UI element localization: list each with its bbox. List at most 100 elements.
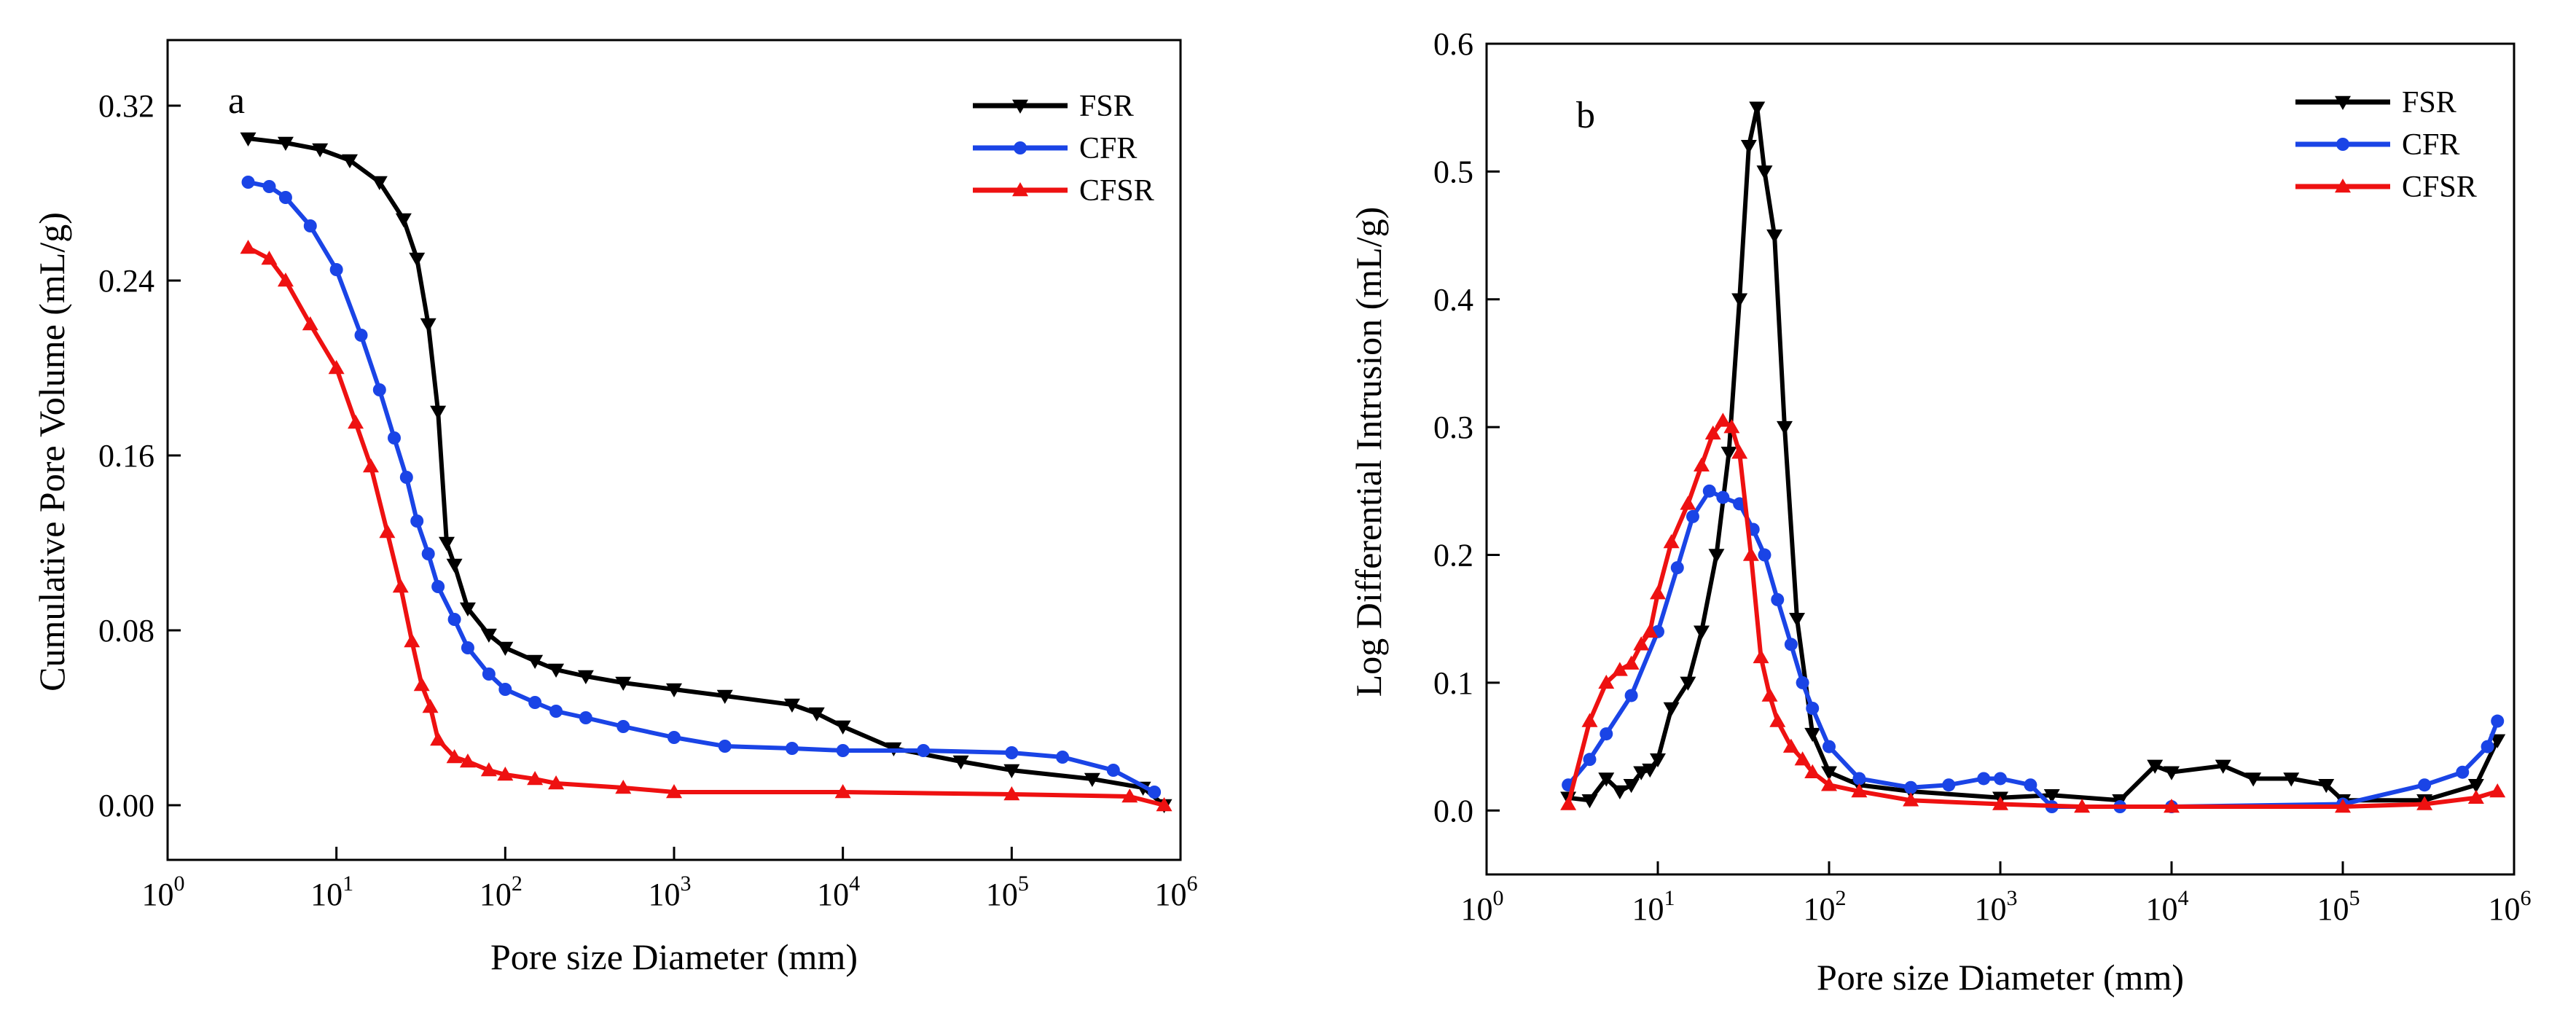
panel-b-cfsr-point	[2074, 799, 2091, 813]
panel-b-fsr-point	[2147, 759, 2164, 774]
panel-b-fsr-point	[1789, 612, 1806, 627]
panel-a-cfr-point	[399, 471, 413, 484]
panel-a-cfsr-point	[392, 579, 409, 593]
panel-a-fsr-point	[395, 213, 412, 227]
panel-a-cfr-point	[410, 514, 424, 528]
panel-a-x-tick-label: 100	[142, 872, 185, 912]
panel-b-x-ticks: 100 101 102 103 104 105 106	[1461, 861, 2532, 927]
panel-a-cfsr-point	[497, 767, 514, 781]
panel-b-fsr-point	[1693, 625, 1710, 640]
panel-a-fsr-point	[783, 698, 800, 713]
panel-b-fsr-point	[2245, 772, 2262, 787]
panel-b-fsr-point	[2489, 734, 2506, 748]
panel-a-cfr-point	[387, 431, 401, 445]
panel-a-cfr-point	[372, 383, 386, 396]
panel-a-cfsr-point	[446, 749, 463, 764]
panel-b-cfsr-point	[1742, 547, 1759, 561]
panel-b-y-tick-label: 0.2	[1433, 538, 1473, 573]
panel-b-cfr-point	[1670, 561, 1684, 575]
panel-a-cfsr-point	[480, 762, 497, 777]
x-tick-base: 10	[817, 877, 849, 912]
panel-b-x-tick-label: 106	[2489, 886, 2532, 927]
panel-b-cfsr-point	[2416, 796, 2433, 810]
x-tick-exponent: 6	[1187, 872, 1198, 896]
panel-a-cfsr-point	[413, 677, 430, 692]
panel-a-cfr-point	[241, 176, 255, 189]
panel-a-legend-cfr-marker	[1014, 141, 1027, 154]
panel-a-legend-cfr-label: CFR	[1079, 132, 1137, 165]
panel-b-legend-cfr-label: CFR	[2402, 128, 2459, 162]
panel-a-label: a	[228, 80, 245, 122]
panel-b-cfr-point	[2024, 778, 2037, 792]
panel-a-cfr-point	[836, 744, 850, 757]
panel-b-y-axis-title: Log Differential Intrusion (mL/g)	[1348, 207, 1389, 697]
panel-a-y-axis-title: Cumulative Pore Volume (mL/g)	[31, 212, 72, 692]
panel-b-legend-fsr-marker	[2335, 95, 2351, 110]
panel-a-cfr-point	[262, 180, 276, 193]
panel-b-cfsr-point	[1715, 412, 1731, 427]
panel-a-cfsr-point	[548, 775, 565, 790]
panel-b-fsr-point	[1720, 446, 1737, 461]
panel-b-cfr-point	[1600, 727, 1613, 741]
panel-a-y-tick-label: 0.08	[98, 613, 154, 649]
panel-a-cfsr-point	[430, 732, 447, 746]
panel-b-fsr-point	[1650, 753, 1666, 768]
panel-b-legend-fsr-label: FSR	[2402, 86, 2456, 120]
x-tick-exponent: 3	[681, 872, 692, 896]
panel-b-fsr-point	[1642, 763, 1659, 778]
panel-b-y-tick-label: 0.4	[1433, 282, 1473, 318]
panel-b-legend-cfr-marker	[2336, 138, 2349, 151]
panel-b-x-axis-title: Pore size Diameter (mm)	[1817, 957, 2184, 998]
x-tick-exponent: 6	[2521, 886, 2532, 910]
panel-b-cfsr-point	[1753, 649, 1769, 664]
panel-b-cfsr-point	[1723, 419, 1740, 434]
panel-b-y-tick-label: 0.3	[1433, 410, 1473, 445]
panel-b-fsr-point	[1776, 420, 1793, 436]
panel-a-fsr-point	[497, 641, 514, 656]
panel-a-cfsr-point	[422, 699, 439, 713]
panel-b-cfsr-point	[1642, 623, 1659, 638]
panel-b-cfsr-point	[1794, 751, 1811, 766]
panel-b-fsr-point	[2164, 766, 2180, 780]
panel-b-cfr-point	[1583, 753, 1597, 767]
panel-b-cfsr-point	[1693, 457, 1710, 472]
panel-b-cfsr-point	[1560, 796, 1577, 810]
panel-a-fsr-point	[438, 536, 455, 551]
panel-a-cfsr-point	[1156, 797, 1172, 812]
panel-b-fsr-point	[1663, 702, 1680, 716]
panel-b-cfsr-point	[1992, 796, 2008, 810]
panel-b-cfr-point	[1942, 778, 1956, 792]
panel-a-fsr-point	[277, 136, 294, 151]
panel-b-cfr-point	[1806, 702, 1820, 715]
panel-b-cfsr-point	[1623, 655, 1640, 670]
x-tick-base: 10	[986, 877, 1018, 912]
panel-b-fsr-point	[2318, 778, 2335, 794]
panel-b-x-tick-label: 100	[1461, 886, 1504, 927]
panel-b-x-tick-label: 105	[2317, 886, 2360, 927]
panel-a-y-tick-label: 0.32	[98, 88, 154, 124]
panel-a-series	[240, 132, 1172, 813]
x-tick-exponent: 5	[2349, 886, 2360, 910]
panel-a-fsr-point	[480, 628, 497, 643]
panel-a-fsr-point	[548, 663, 565, 678]
panel-a-cfr-point	[329, 263, 343, 276]
panel-b-cfr-point	[2456, 765, 2470, 779]
x-tick-exponent: 4	[849, 872, 860, 896]
panel-b-cfsr-point	[1650, 585, 1666, 600]
panel-b-cfr-point	[1702, 484, 1716, 498]
panel-a-legend-cfsr-label: CFSR	[1079, 174, 1154, 208]
panel-a-fsr-point	[409, 252, 426, 267]
panel-a-cfr-point	[278, 191, 292, 204]
panel-b-cfsr-point	[1769, 713, 1786, 727]
panel-b-cfr-point	[2481, 740, 2494, 753]
panel-a-cfsr-point	[615, 780, 632, 794]
panel-a-cfsr-point	[404, 633, 420, 648]
panel-b-fsr-point	[2467, 778, 2484, 794]
panel-b-fsr-point	[1598, 772, 1615, 787]
panel-a-legend-cfsr-marker	[1012, 182, 1028, 197]
panel-b-y-tick-label: 0.0	[1433, 793, 1473, 829]
panel-b-cfsr-point	[1663, 534, 1680, 549]
panel-a-cfr-point	[1148, 786, 1162, 799]
panel-b-cfsr-point	[1903, 792, 1919, 807]
